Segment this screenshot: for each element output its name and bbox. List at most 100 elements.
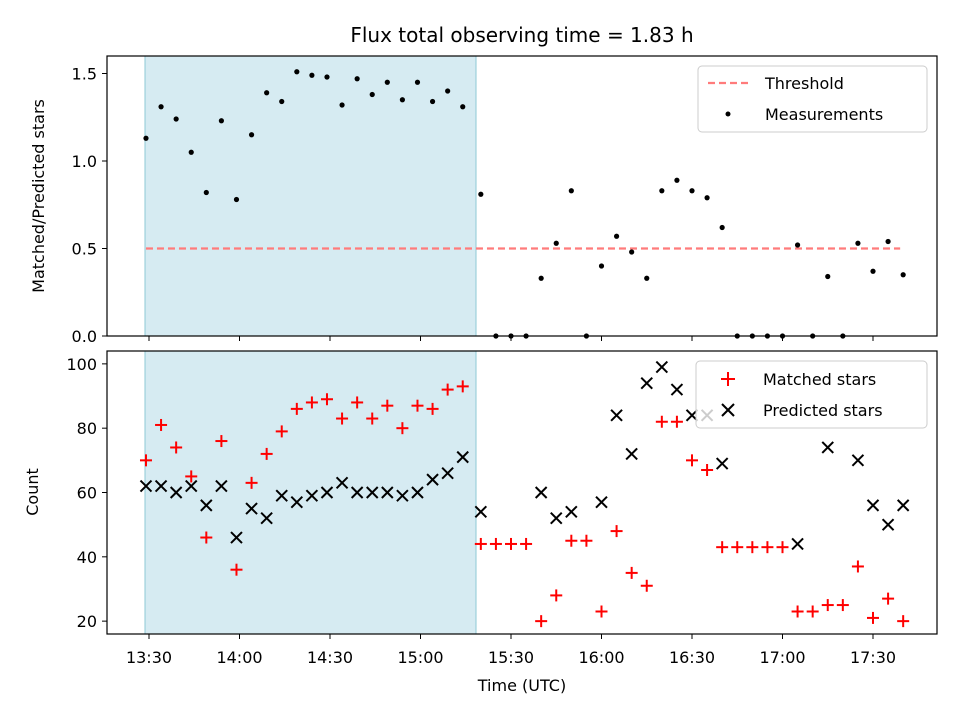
matched-star-point (550, 589, 563, 602)
measurement-point (354, 76, 360, 82)
predicted-star-point (534, 486, 548, 499)
measurement-point (644, 275, 650, 281)
legend-matched-swatch (721, 372, 735, 386)
matched-star-point (701, 463, 714, 476)
bottom-legend-box (695, 360, 928, 429)
measurement-point (264, 90, 270, 96)
predicted-star-point (896, 499, 910, 512)
predicted-star-point (335, 476, 349, 490)
x-tick-label: 14:00 (216, 648, 262, 667)
measurement-point (870, 268, 876, 274)
bottom-y-tick-label: 40 (77, 548, 97, 567)
matched-star-point (897, 615, 910, 628)
x-tick-label: 17:30 (850, 648, 896, 667)
x-tick-label: 14:30 (307, 648, 353, 667)
bottom-panel: 20 40 60 80 100 13:30 14:00 14:30 15:00 15:30 16:… (23, 350, 938, 695)
predicted-star-point (550, 512, 563, 525)
predicted-star-point (275, 489, 288, 502)
matched-star-point (474, 537, 487, 550)
matched-star-point (655, 415, 668, 428)
predicted-star-point (565, 505, 578, 519)
predicted-star-point (245, 502, 258, 515)
predicted-star-point (655, 360, 669, 374)
matched-star-point (215, 435, 228, 448)
matched-star-point (200, 531, 213, 544)
matched-star-point (776, 541, 789, 554)
predicted-star-point (290, 495, 304, 509)
x-tick-label: 16:00 (578, 648, 624, 667)
measurement-point (188, 149, 194, 155)
predicted-star-point (366, 486, 379, 499)
predicted-star-point (595, 495, 608, 509)
measurement-point (825, 273, 831, 280)
matched-star-point (625, 566, 638, 579)
matched-star-point (170, 441, 183, 454)
matched-star-point (580, 534, 593, 547)
bottom-y-tick-label: 100 (66, 355, 97, 374)
measurement-point (460, 104, 466, 110)
predicted-star-point (715, 457, 729, 470)
measurement-point (568, 188, 574, 194)
top-y-tick-label: 1.0 (72, 152, 97, 171)
measurement-point (659, 188, 665, 194)
measurement-point (248, 132, 255, 138)
matched-star-point (441, 383, 454, 396)
matched-star-point (836, 599, 849, 612)
matched-star-point (686, 454, 698, 467)
measurement-point (794, 242, 801, 248)
bottom-y-axis: 20 40 60 80 100 (66, 355, 107, 631)
matched-star-point (882, 592, 895, 605)
matched-star-point (821, 599, 834, 612)
predicted-star-point (441, 466, 454, 480)
predicted-star-point (139, 479, 153, 493)
predicted-star-point (625, 447, 638, 461)
predicted-star-point (821, 441, 834, 454)
matched-star-point (520, 537, 533, 550)
matched-star-point (610, 525, 623, 538)
measurement-point (294, 69, 300, 75)
matched-star-point (670, 415, 683, 428)
legend-measurements-label: Measurements (765, 105, 883, 124)
matched-star-point (396, 422, 409, 435)
predicted-star-point (670, 383, 684, 396)
x-tick-label: 13:30 (126, 648, 172, 667)
matched-star-point (806, 605, 819, 618)
matched-star-point (185, 470, 198, 483)
top-x-ticks (148, 336, 874, 341)
top-legend: Threshold Measurements (697, 65, 928, 133)
measurement-point (598, 263, 605, 269)
predicted-star-point (640, 376, 653, 390)
legend-matched-label: Matched stars (763, 370, 876, 389)
measurement-point (233, 196, 240, 203)
top-y-axis-label: Matched/Predicted stars (29, 99, 48, 293)
top-plot-frame (106, 55, 938, 337)
matched-star-point (305, 396, 318, 409)
x-tick-label: 15:00 (397, 648, 443, 667)
measurement-point (143, 135, 149, 141)
measurement-point (674, 177, 680, 183)
measurement-point (885, 238, 891, 245)
bottom-y-tick-label: 80 (77, 419, 97, 438)
top-y-axis: 0.0 0.5 1.0 1.5 (72, 65, 107, 346)
bottom-y-axis-label: Count (23, 468, 42, 516)
predicted-star-point (185, 479, 198, 493)
measurement-point (855, 240, 861, 246)
predicted-star-point (381, 486, 394, 499)
predicted-star-point (260, 512, 273, 525)
matched-star-point (505, 537, 517, 550)
predicted-star-point (230, 531, 243, 544)
top-legend-box (697, 65, 928, 133)
matched-star-point (245, 476, 258, 489)
bottom-legend: Matched stars Predicted stars (695, 360, 928, 429)
measurement-point (478, 191, 484, 197)
matched-star-point (320, 393, 333, 406)
matched-star-point (791, 605, 804, 618)
measurement-point (629, 249, 635, 255)
matched-star-point (489, 537, 502, 550)
matched-star-point (336, 412, 349, 425)
x-axis-label: Time (UTC) (477, 676, 566, 695)
count-points (139, 360, 910, 628)
measurement-point (279, 98, 285, 105)
legend-predicted-swatch (721, 403, 735, 417)
